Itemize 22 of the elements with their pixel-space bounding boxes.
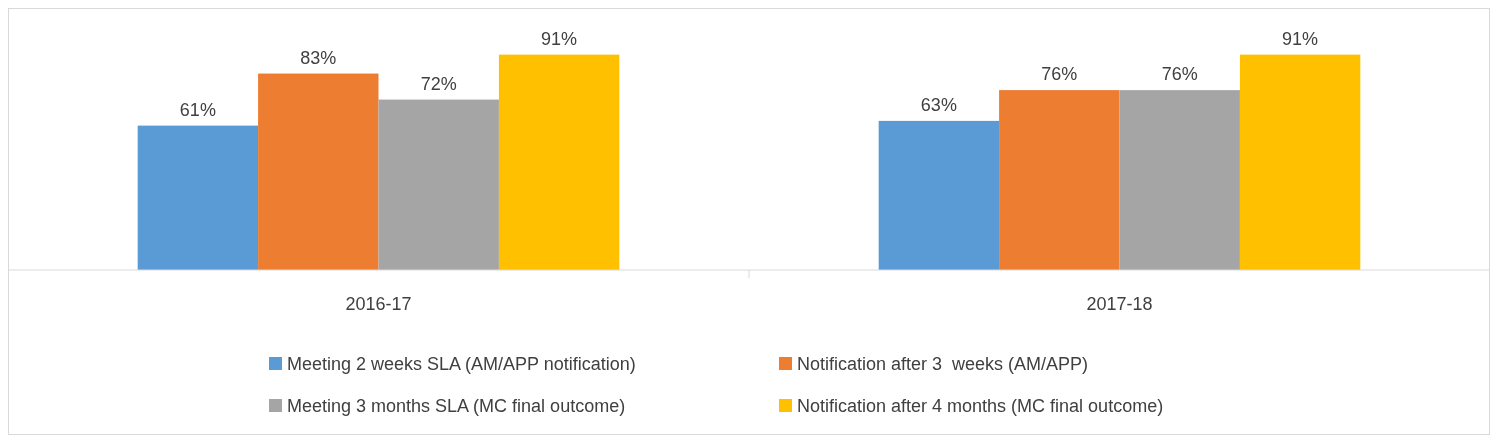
data-label: 61% — [179, 99, 216, 120]
data-label: 72% — [420, 73, 457, 94]
bar — [1239, 54, 1361, 270]
x-tick-label: 2016-17 — [345, 294, 412, 314]
bar — [498, 54, 620, 270]
data-label: 76% — [1041, 64, 1078, 85]
bar — [258, 73, 379, 270]
legend-label: Notification after 3 weeks (AM/APP) — [797, 354, 1089, 374]
bar — [378, 99, 499, 270]
data-label: 83% — [300, 47, 337, 68]
data-label: 91% — [1282, 28, 1319, 49]
bar — [1119, 90, 1240, 270]
data-label: 91% — [541, 28, 578, 49]
data-label: 63% — [920, 94, 957, 115]
legend-label: Meeting 3 months SLA (MC final outcome) — [287, 396, 626, 416]
bar — [999, 90, 1120, 270]
legend-label: Notification after 4 months (MC final outcome) — [797, 396, 1164, 416]
bar — [137, 125, 259, 270]
bar — [878, 120, 1000, 270]
x-tick-label: 2017-18 — [1086, 294, 1153, 314]
data-label: 76% — [1161, 64, 1198, 85]
legend-label: Meeting 2 weeks SLA (AM/APP notification) — [287, 354, 636, 374]
